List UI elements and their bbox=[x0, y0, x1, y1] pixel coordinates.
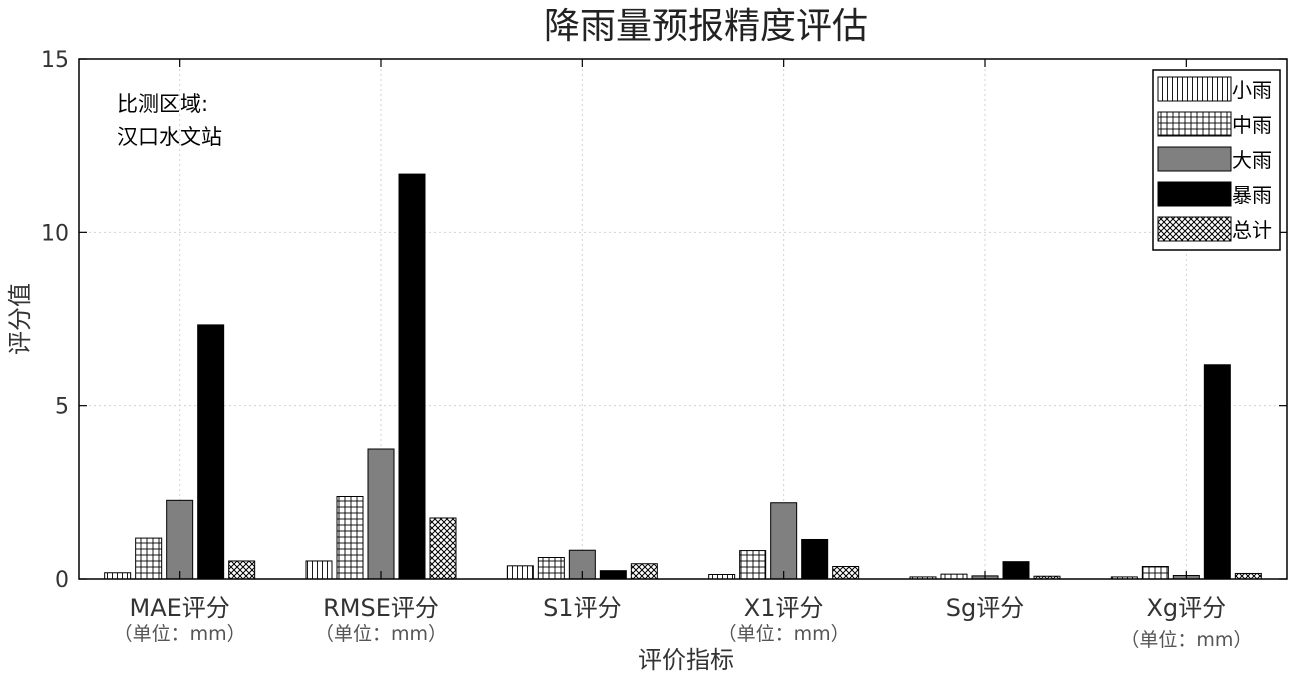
y-tick-label-1: 5 bbox=[55, 395, 69, 420]
bar-暴雨-Sg评分 bbox=[1002, 561, 1030, 580]
x-category-unit-1: （单位：mm） bbox=[315, 623, 447, 645]
legend-label-中雨: 中雨 bbox=[1232, 113, 1272, 137]
legend-swatch-大雨 bbox=[1157, 146, 1232, 172]
grid bbox=[79, 59, 1287, 579]
legend-swatch-总计 bbox=[1157, 216, 1232, 242]
x-axis-label: 评价指标 bbox=[638, 646, 734, 674]
bar-总计-Xg评分 bbox=[1234, 572, 1262, 580]
plot-frame bbox=[78, 58, 1288, 580]
x-category-label-4: Sg评分 bbox=[946, 594, 1024, 622]
bar-中雨-Xg评分 bbox=[1141, 566, 1169, 580]
bar-大雨-RMSE评分 bbox=[367, 448, 395, 580]
legend-swatch-暴雨 bbox=[1157, 181, 1232, 207]
legend-swatch-中雨 bbox=[1157, 111, 1232, 137]
chart-title: 降雨量预报精度评估 bbox=[544, 6, 868, 47]
bar-暴雨-MAE评分 bbox=[197, 324, 225, 580]
bar-总计-RMSE评分 bbox=[429, 517, 457, 580]
x-category-unit-3: （单位：mm） bbox=[718, 623, 850, 645]
bar-暴雨-X1评分 bbox=[801, 538, 829, 580]
bar-大雨-MAE评分 bbox=[166, 499, 194, 580]
legend-label-暴雨: 暴雨 bbox=[1232, 183, 1272, 207]
y-tick-label-2: 10 bbox=[41, 221, 69, 246]
x-category-unit-5: （单位：mm） bbox=[1120, 629, 1252, 651]
x-category-label-0: MAE评分 bbox=[130, 594, 230, 622]
annotation-line-2: 汉口水文站 bbox=[117, 125, 222, 149]
bar-总计-MAE评分 bbox=[228, 560, 256, 580]
x-category-label-2: S1评分 bbox=[543, 594, 622, 622]
bar-中雨-RMSE评分 bbox=[336, 495, 364, 580]
bar-中雨-MAE评分 bbox=[135, 537, 163, 580]
bar-大雨-X1评分 bbox=[770, 502, 798, 580]
x-category-label-3: X1评分 bbox=[744, 594, 824, 622]
bar-总计-X1评分 bbox=[832, 566, 860, 580]
legend-swatch-小雨 bbox=[1157, 76, 1232, 102]
legend-label-小雨: 小雨 bbox=[1232, 78, 1272, 102]
y-tick-label-3: 15 bbox=[41, 48, 69, 73]
x-category-unit-0: （单位：mm） bbox=[114, 623, 246, 645]
y-axis-label: 评分值 bbox=[6, 283, 34, 355]
bar-暴雨-S1评分 bbox=[599, 570, 627, 580]
axis-ticks: 0 5 10 15 bbox=[41, 48, 1287, 593]
bar-小雨-MAE评分 bbox=[104, 572, 132, 580]
bar-小雨-RMSE评分 bbox=[305, 560, 333, 580]
bar-暴雨-RMSE评分 bbox=[398, 173, 426, 580]
bar-中雨-S1评分 bbox=[537, 557, 565, 580]
bar-总计-S1评分 bbox=[630, 563, 658, 580]
y-tick-label-0: 0 bbox=[55, 568, 69, 593]
legend-label-总计: 总计 bbox=[1232, 218, 1272, 242]
bar-中雨-X1评分 bbox=[739, 550, 767, 580]
bar-暴雨-Xg评分 bbox=[1203, 364, 1231, 580]
x-category-label-1: RMSE评分 bbox=[323, 594, 439, 622]
x-category-label-5: Xg评分 bbox=[1146, 594, 1226, 622]
bar-小雨-S1评分 bbox=[506, 565, 534, 580]
legend-label-大雨: 大雨 bbox=[1232, 148, 1272, 172]
x-categories: MAE评分（单位：mm）RMSE评分（单位：mm）S1评分 X1评分（单位：mm）… bbox=[114, 594, 1253, 651]
bars bbox=[104, 173, 1262, 580]
annotation-line-1: 比测区域: bbox=[117, 92, 208, 116]
